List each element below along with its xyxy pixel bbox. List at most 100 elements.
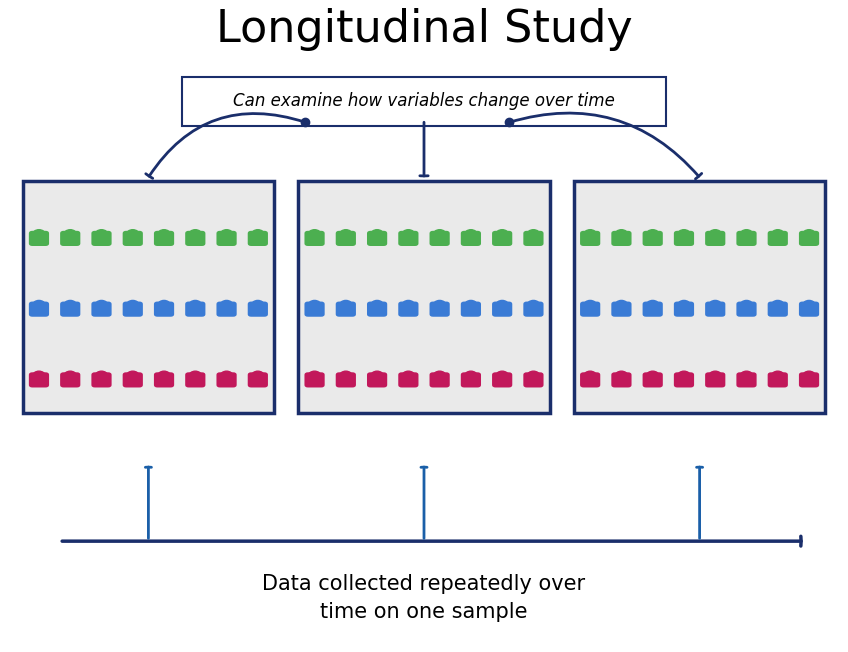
Circle shape — [433, 230, 446, 239]
FancyBboxPatch shape — [430, 301, 449, 317]
Circle shape — [251, 301, 265, 310]
Circle shape — [802, 230, 816, 239]
Circle shape — [646, 230, 659, 239]
FancyBboxPatch shape — [460, 231, 481, 246]
Circle shape — [220, 230, 233, 239]
FancyBboxPatch shape — [767, 372, 788, 387]
Circle shape — [740, 230, 753, 239]
Circle shape — [678, 301, 690, 310]
Circle shape — [64, 371, 76, 381]
Circle shape — [709, 301, 722, 310]
FancyBboxPatch shape — [216, 301, 237, 317]
FancyBboxPatch shape — [182, 77, 666, 125]
Circle shape — [465, 371, 477, 381]
Circle shape — [371, 301, 383, 310]
FancyBboxPatch shape — [29, 301, 49, 317]
FancyBboxPatch shape — [92, 231, 112, 246]
FancyBboxPatch shape — [23, 181, 274, 413]
Circle shape — [496, 371, 509, 381]
FancyBboxPatch shape — [643, 301, 663, 317]
FancyBboxPatch shape — [367, 301, 388, 317]
FancyBboxPatch shape — [492, 301, 512, 317]
FancyBboxPatch shape — [123, 231, 142, 246]
Text: Can examine how variables change over time: Can examine how variables change over ti… — [233, 92, 615, 110]
Circle shape — [126, 301, 139, 310]
FancyBboxPatch shape — [611, 372, 632, 387]
FancyBboxPatch shape — [674, 301, 694, 317]
FancyBboxPatch shape — [298, 181, 550, 413]
FancyBboxPatch shape — [154, 372, 174, 387]
Circle shape — [802, 301, 816, 310]
FancyBboxPatch shape — [92, 372, 112, 387]
FancyBboxPatch shape — [580, 372, 600, 387]
Circle shape — [646, 301, 659, 310]
Circle shape — [433, 371, 446, 381]
FancyBboxPatch shape — [799, 372, 819, 387]
Circle shape — [527, 230, 540, 239]
Circle shape — [583, 371, 597, 381]
FancyBboxPatch shape — [60, 231, 81, 246]
Circle shape — [64, 301, 76, 310]
Circle shape — [95, 230, 108, 239]
Circle shape — [709, 371, 722, 381]
Circle shape — [371, 230, 383, 239]
Text: time on one sample: time on one sample — [321, 602, 527, 621]
FancyBboxPatch shape — [706, 372, 725, 387]
Circle shape — [583, 230, 597, 239]
Circle shape — [527, 371, 540, 381]
FancyBboxPatch shape — [399, 301, 418, 317]
Circle shape — [339, 371, 352, 381]
Circle shape — [496, 230, 509, 239]
FancyBboxPatch shape — [399, 231, 418, 246]
Circle shape — [740, 301, 753, 310]
Circle shape — [772, 301, 784, 310]
Circle shape — [402, 301, 415, 310]
FancyBboxPatch shape — [736, 372, 756, 387]
FancyBboxPatch shape — [248, 372, 268, 387]
Circle shape — [496, 301, 509, 310]
FancyBboxPatch shape — [523, 372, 544, 387]
FancyBboxPatch shape — [60, 372, 81, 387]
Circle shape — [308, 230, 321, 239]
Circle shape — [95, 301, 108, 310]
Circle shape — [189, 301, 202, 310]
Circle shape — [402, 371, 415, 381]
FancyBboxPatch shape — [706, 231, 725, 246]
Circle shape — [32, 371, 46, 381]
FancyBboxPatch shape — [460, 372, 481, 387]
Circle shape — [709, 230, 722, 239]
FancyBboxPatch shape — [611, 231, 632, 246]
Circle shape — [583, 301, 597, 310]
FancyBboxPatch shape — [123, 372, 142, 387]
Circle shape — [308, 301, 321, 310]
Circle shape — [126, 371, 139, 381]
FancyBboxPatch shape — [336, 372, 356, 387]
FancyBboxPatch shape — [216, 372, 237, 387]
FancyBboxPatch shape — [60, 301, 81, 317]
FancyBboxPatch shape — [304, 231, 325, 246]
FancyBboxPatch shape — [767, 301, 788, 317]
FancyBboxPatch shape — [430, 372, 449, 387]
FancyBboxPatch shape — [216, 231, 237, 246]
Circle shape — [339, 301, 352, 310]
FancyBboxPatch shape — [29, 372, 49, 387]
Text: Longitudinal Study: Longitudinal Study — [215, 8, 633, 51]
FancyBboxPatch shape — [611, 301, 632, 317]
Circle shape — [308, 371, 321, 381]
Circle shape — [371, 371, 383, 381]
Circle shape — [678, 371, 690, 381]
FancyBboxPatch shape — [185, 372, 205, 387]
Circle shape — [678, 230, 690, 239]
FancyBboxPatch shape — [674, 372, 694, 387]
Circle shape — [189, 371, 202, 381]
Circle shape — [158, 301, 170, 310]
Circle shape — [158, 371, 170, 381]
FancyBboxPatch shape — [304, 301, 325, 317]
FancyBboxPatch shape — [643, 231, 663, 246]
FancyBboxPatch shape — [492, 231, 512, 246]
Circle shape — [220, 301, 233, 310]
FancyBboxPatch shape — [185, 231, 205, 246]
Circle shape — [646, 371, 659, 381]
FancyBboxPatch shape — [399, 372, 418, 387]
Circle shape — [527, 301, 540, 310]
